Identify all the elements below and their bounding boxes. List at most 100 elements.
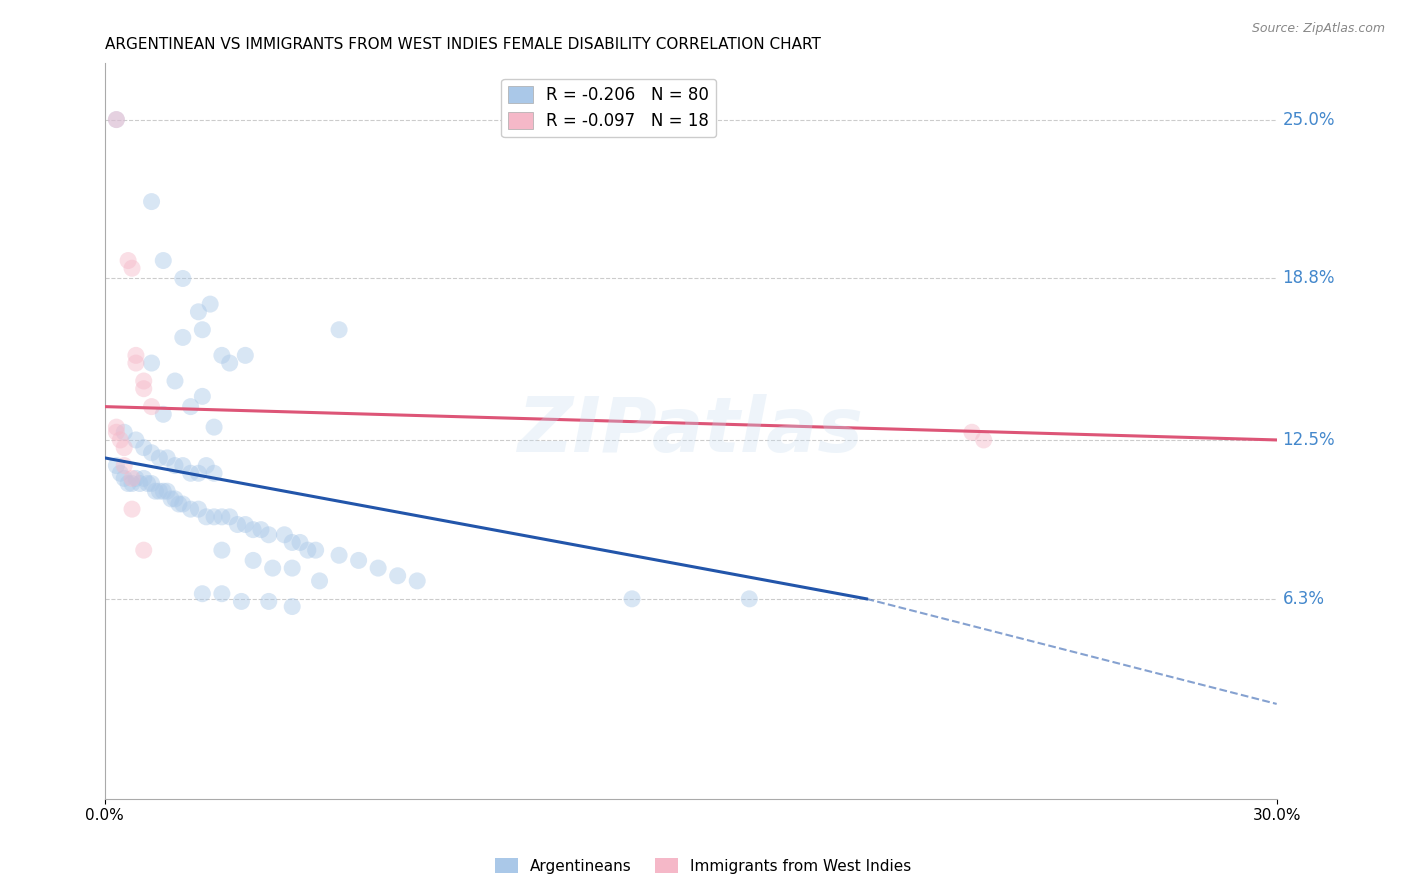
Point bbox=[105, 458, 128, 473]
Text: 12.5%: 12.5% bbox=[1282, 431, 1336, 449]
Point bbox=[231, 594, 253, 608]
Point bbox=[163, 458, 186, 473]
Point bbox=[112, 458, 135, 473]
Point bbox=[156, 484, 179, 499]
Point bbox=[191, 587, 214, 601]
Point bbox=[163, 374, 186, 388]
Point bbox=[218, 356, 240, 370]
Point bbox=[141, 194, 163, 209]
Legend: Argentineans, Immigrants from West Indies: Argentineans, Immigrants from West Indie… bbox=[489, 852, 917, 880]
Point bbox=[198, 297, 221, 311]
Point bbox=[125, 471, 148, 485]
Point bbox=[191, 323, 214, 337]
Point bbox=[297, 543, 319, 558]
Point bbox=[187, 502, 209, 516]
Point bbox=[105, 112, 128, 127]
Point bbox=[621, 591, 644, 606]
Legend: R = -0.206   N = 80, R = -0.097   N = 18: R = -0.206 N = 80, R = -0.097 N = 18 bbox=[502, 78, 716, 136]
Point bbox=[117, 476, 139, 491]
Point bbox=[191, 389, 214, 403]
Point bbox=[167, 497, 190, 511]
Point bbox=[112, 471, 135, 485]
Point bbox=[187, 305, 209, 319]
Point bbox=[117, 253, 139, 268]
Point bbox=[187, 467, 209, 481]
Point bbox=[172, 271, 194, 285]
Point bbox=[328, 549, 350, 563]
Point bbox=[112, 425, 135, 440]
Point bbox=[281, 599, 304, 614]
Point bbox=[125, 348, 148, 362]
Point bbox=[180, 400, 202, 414]
Point bbox=[145, 484, 167, 499]
Point bbox=[110, 467, 132, 481]
Text: 25.0%: 25.0% bbox=[1282, 111, 1336, 128]
Point bbox=[211, 348, 233, 362]
Point bbox=[141, 356, 163, 370]
Point bbox=[132, 471, 155, 485]
Point bbox=[105, 112, 128, 127]
Point bbox=[110, 433, 132, 447]
Point bbox=[121, 476, 143, 491]
Point bbox=[250, 523, 273, 537]
Point bbox=[141, 476, 163, 491]
Point bbox=[125, 433, 148, 447]
Text: 6.3%: 6.3% bbox=[1282, 590, 1324, 607]
Point bbox=[960, 425, 983, 440]
Text: ZIPatlas: ZIPatlas bbox=[517, 394, 863, 468]
Point bbox=[406, 574, 429, 588]
Point bbox=[152, 253, 174, 268]
Point bbox=[273, 528, 295, 542]
Point bbox=[160, 491, 183, 506]
Text: Source: ZipAtlas.com: Source: ZipAtlas.com bbox=[1251, 22, 1385, 36]
Point bbox=[281, 535, 304, 549]
Point bbox=[202, 467, 225, 481]
Point bbox=[367, 561, 389, 575]
Point bbox=[152, 407, 174, 421]
Point bbox=[328, 323, 350, 337]
Point bbox=[132, 374, 155, 388]
Point bbox=[105, 425, 128, 440]
Point bbox=[125, 356, 148, 370]
Point bbox=[105, 420, 128, 434]
Point bbox=[257, 594, 280, 608]
Point bbox=[211, 509, 233, 524]
Point bbox=[347, 553, 370, 567]
Point bbox=[152, 484, 174, 499]
Point bbox=[257, 528, 280, 542]
Point bbox=[136, 476, 159, 491]
Point bbox=[121, 502, 143, 516]
Point bbox=[132, 441, 155, 455]
Point bbox=[172, 330, 194, 344]
Point bbox=[242, 553, 264, 567]
Point bbox=[195, 458, 218, 473]
Point bbox=[738, 591, 761, 606]
Point bbox=[233, 517, 256, 532]
Point bbox=[132, 543, 155, 558]
Point bbox=[148, 484, 170, 499]
Point bbox=[218, 509, 240, 524]
Point bbox=[172, 458, 194, 473]
Point bbox=[141, 400, 163, 414]
Point bbox=[387, 568, 409, 582]
Point bbox=[211, 587, 233, 601]
Point bbox=[156, 450, 179, 465]
Point bbox=[281, 561, 304, 575]
Point bbox=[202, 509, 225, 524]
Point bbox=[226, 517, 249, 532]
Point bbox=[121, 261, 143, 276]
Point bbox=[308, 574, 330, 588]
Point bbox=[112, 441, 135, 455]
Point bbox=[211, 543, 233, 558]
Point bbox=[242, 523, 264, 537]
Point bbox=[304, 543, 326, 558]
Point bbox=[121, 471, 143, 485]
Point bbox=[148, 450, 170, 465]
Point bbox=[132, 382, 155, 396]
Point bbox=[288, 535, 311, 549]
Point bbox=[180, 467, 202, 481]
Point bbox=[141, 446, 163, 460]
Text: 18.8%: 18.8% bbox=[1282, 269, 1336, 287]
Text: ARGENTINEAN VS IMMIGRANTS FROM WEST INDIES FEMALE DISABILITY CORRELATION CHART: ARGENTINEAN VS IMMIGRANTS FROM WEST INDI… bbox=[104, 37, 821, 53]
Point bbox=[172, 497, 194, 511]
